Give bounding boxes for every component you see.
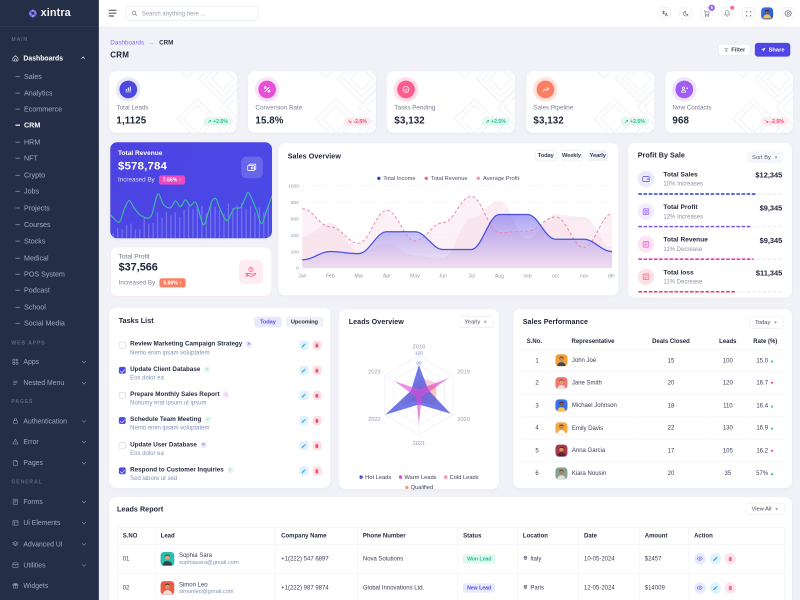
svg-text:oct: oct (552, 274, 559, 280)
svg-text:60: 60 (416, 370, 422, 376)
svg-text:90: 90 (416, 360, 422, 366)
svg-text:Mar: Mar (354, 274, 363, 280)
svg-text:2019: 2019 (458, 369, 471, 375)
svg-text:nov: nov (580, 274, 589, 280)
svg-text:200: 200 (290, 249, 298, 255)
svg-text:Jul: Jul (468, 274, 475, 280)
svg-text:Jun: Jun (438, 274, 446, 280)
svg-text:May: May (410, 274, 420, 280)
svg-text:dec: dec (608, 274, 614, 280)
svg-text:2020: 2020 (458, 417, 471, 423)
svg-text:2022: 2022 (368, 417, 381, 423)
svg-text:2021: 2021 (413, 441, 426, 447)
svg-text:600: 600 (290, 216, 298, 222)
svg-text:Feb: Feb (326, 274, 335, 280)
svg-text:2018: 2018 (413, 344, 426, 350)
svg-text:800: 800 (290, 200, 298, 206)
svg-text:120: 120 (415, 351, 423, 357)
svg-text:1000: 1000 (288, 183, 299, 189)
svg-text:0: 0 (418, 390, 421, 396)
svg-text:2023: 2023 (368, 369, 381, 375)
svg-text:Aug: Aug (495, 274, 504, 280)
svg-text:30: 30 (416, 380, 422, 386)
svg-text:0: 0 (296, 266, 299, 272)
svg-text:Jan: Jan (298, 274, 306, 280)
svg-text:Apr: Apr (383, 274, 391, 280)
svg-text:sep: sep (523, 274, 531, 280)
svg-text:400: 400 (290, 233, 298, 239)
